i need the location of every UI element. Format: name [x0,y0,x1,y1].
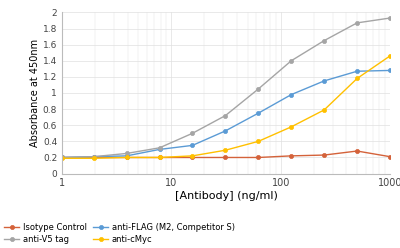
Line: Isotype Control: Isotype Control [60,149,392,159]
Isotype Control [388,155,392,158]
anti-FLAG (M2, Competitor S) [157,148,162,151]
Line: anti-V5 tag: anti-V5 tag [60,16,392,159]
Isotype Control [60,156,64,159]
Isotype Control [91,156,96,159]
anti-V5 tag [91,155,96,158]
anti-cMyc [223,149,228,152]
anti-FLAG (M2, Competitor S) [388,69,392,72]
X-axis label: [Antibody] (ng/ml): [Antibody] (ng/ml) [174,191,278,201]
anti-V5 tag [223,114,228,117]
Isotype Control [157,156,162,159]
anti-cMyc [289,125,294,128]
anti-V5 tag [157,146,162,149]
anti-V5 tag [190,132,195,135]
Isotype Control [289,154,294,157]
Line: anti-cMyc: anti-cMyc [60,54,392,160]
anti-FLAG (M2, Competitor S) [190,144,195,147]
anti-cMyc [388,55,392,58]
Isotype Control [124,156,129,159]
anti-V5 tag [388,17,392,20]
anti-FLAG (M2, Competitor S) [91,155,96,158]
anti-V5 tag [355,21,360,24]
Isotype Control [355,150,360,153]
anti-cMyc [157,156,162,159]
anti-cMyc [322,108,326,111]
anti-FLAG (M2, Competitor S) [223,129,228,132]
anti-FLAG (M2, Competitor S) [355,70,360,73]
anti-FLAG (M2, Competitor S) [60,156,64,159]
anti-V5 tag [322,39,326,42]
anti-cMyc [60,157,64,160]
anti-cMyc [91,157,96,160]
anti-V5 tag [60,156,64,159]
anti-FLAG (M2, Competitor S) [256,112,261,115]
Isotype Control [190,156,195,159]
anti-V5 tag [256,88,261,91]
anti-V5 tag [124,152,129,155]
anti-cMyc [256,140,261,143]
Legend: Isotype Control, anti-V5 tag, anti-FLAG (M2, Competitor S), anti-cMyc: Isotype Control, anti-V5 tag, anti-FLAG … [4,223,234,244]
Isotype Control [256,156,261,159]
anti-FLAG (M2, Competitor S) [289,93,294,96]
anti-FLAG (M2, Competitor S) [124,154,129,157]
anti-cMyc [355,77,360,80]
Y-axis label: Absorbance at 450nm: Absorbance at 450nm [30,39,40,147]
anti-FLAG (M2, Competitor S) [322,79,326,82]
anti-cMyc [190,154,195,157]
anti-V5 tag [289,59,294,62]
Isotype Control [322,154,326,156]
Line: anti-FLAG (M2, Competitor S): anti-FLAG (M2, Competitor S) [60,68,392,159]
Isotype Control [223,156,228,159]
anti-cMyc [124,156,129,159]
